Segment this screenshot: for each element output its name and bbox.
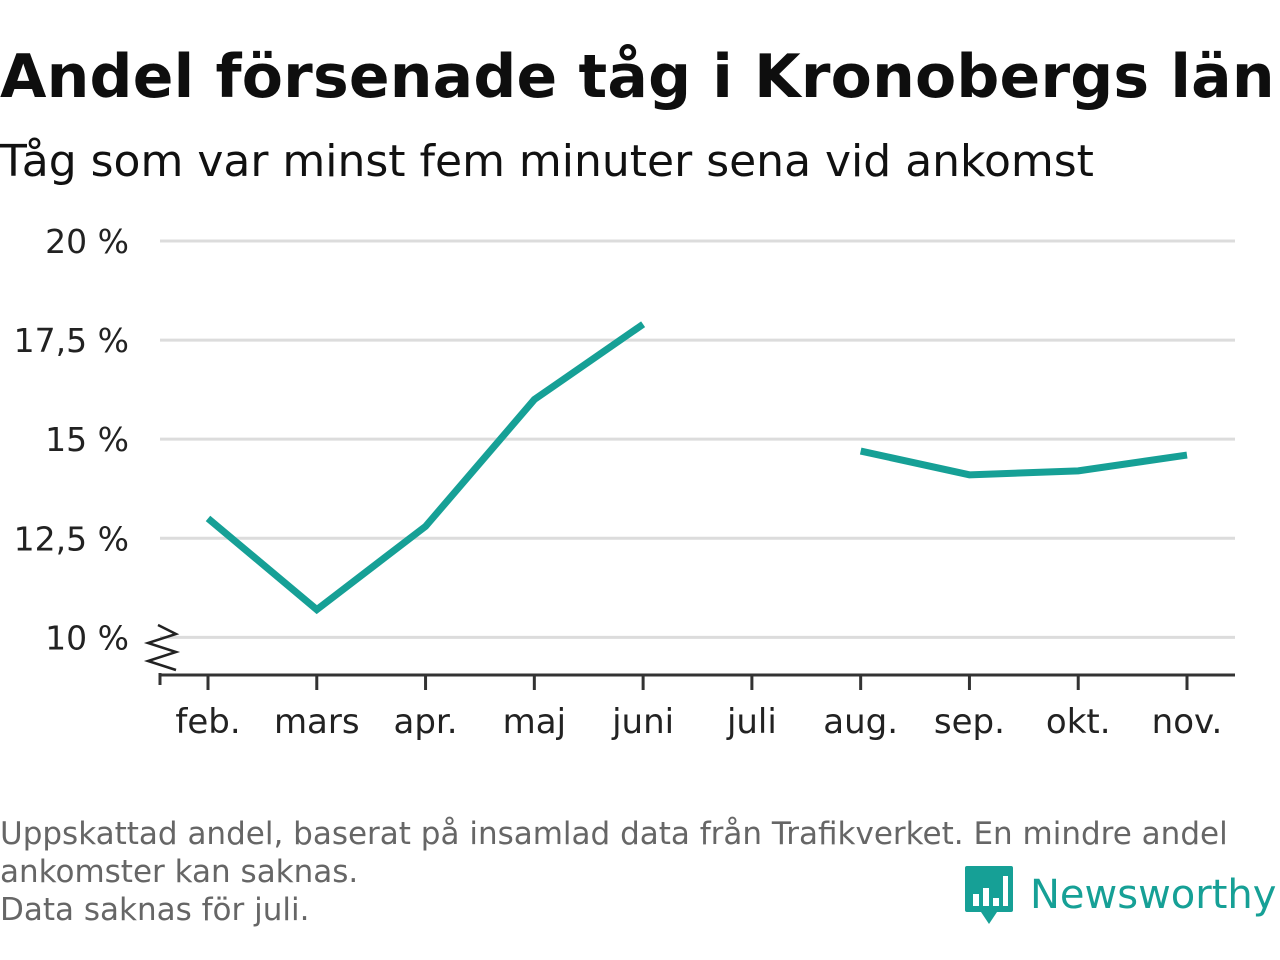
- bar-chart-speech-bubble-icon: [965, 866, 1013, 924]
- x-tick-label: nov.: [1152, 702, 1223, 742]
- series-line-segment-2: [859, 447, 1188, 479]
- footnote-line-1: Uppskattad andel, baserat på insamlad da…: [0, 816, 1228, 852]
- gridlines: [160, 239, 1235, 639]
- x-tick-label: aug.: [823, 702, 898, 742]
- x-tick-label: juli: [726, 702, 777, 742]
- x-axis: [143, 623, 1235, 685]
- y-tick-label: 12,5 %: [14, 519, 129, 558]
- x-tick-label: sep.: [934, 702, 1005, 742]
- x-tick-label: mars: [274, 702, 360, 742]
- y-tick-label: 17,5 %: [14, 321, 129, 360]
- axis-break-icon: [143, 623, 181, 672]
- x-tick-label: maj: [503, 702, 566, 742]
- x-tick-label: feb.: [175, 702, 240, 742]
- x-axis-ticks: feb. mars apr. maj juni juli aug. sep. okt. nov.: [175, 675, 1222, 742]
- x-tick-label: apr.: [394, 702, 458, 742]
- x-tick-label: okt.: [1046, 702, 1111, 742]
- logo-text: Newsworthy: [1030, 872, 1277, 918]
- chart-title: Andel försenade tåg i Kronobergs län: [0, 42, 1275, 112]
- x-tick-label: juni: [611, 702, 674, 742]
- y-tick-label: 10 %: [45, 618, 129, 657]
- y-tick-label: 15 %: [45, 420, 129, 459]
- footnote-line-3: Data saknas för juli.: [0, 892, 310, 928]
- data-series: [205, 321, 1188, 615]
- y-tick-label: 20 %: [45, 222, 129, 261]
- line-chart: 10 % 12,5 % 15 % 17,5 % 20 % feb. mars apr. maj…: [14, 222, 1235, 742]
- series-line-segment-1: [205, 321, 646, 615]
- footnote-line-2: ankomster kan saknas.: [0, 854, 359, 890]
- newsworthy-logo: Newsworthy: [964, 862, 1276, 928]
- chart-subtitle: Tåg som var minst fem minuter sena vid a…: [0, 136, 1094, 187]
- footnote: Uppskattad andel, baserat på insamlad da…: [0, 815, 1270, 929]
- y-axis-ticks: 10 % 12,5 % 15 % 17,5 % 20 %: [14, 222, 129, 657]
